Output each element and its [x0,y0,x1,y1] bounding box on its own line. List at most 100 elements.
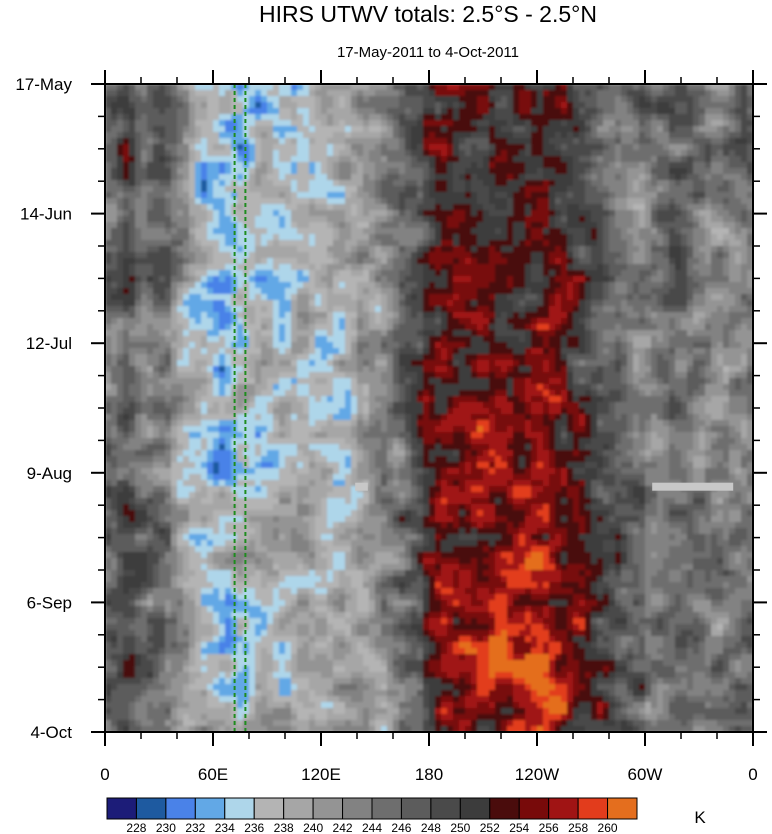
heatmap-cell [273,90,280,97]
heatmap-cell [183,336,190,343]
heatmap-cell [261,216,268,223]
heatmap-cell [705,192,712,199]
heatmap-cell [705,276,712,283]
heatmap-cell [453,306,460,313]
heatmap-cell [387,324,394,331]
heatmap-cell [429,132,436,139]
heatmap-cell [387,282,394,289]
heatmap-cell [555,330,562,337]
heatmap-cell [567,216,574,223]
heatmap-cell [435,102,442,109]
heatmap-cell [375,258,382,265]
heatmap-cell [495,270,502,277]
heatmap-cell [519,246,526,253]
heatmap-cell [339,108,346,115]
heatmap-cell [369,120,376,127]
heatmap-cell [471,306,478,313]
heatmap-cell [303,126,310,133]
heatmap-cell [735,168,742,175]
heatmap-cell [267,132,274,139]
heatmap-cell [687,84,694,91]
heatmap-cell [273,252,280,259]
heatmap-cell [105,150,112,157]
heatmap-cell [507,348,514,355]
heatmap-cell [333,276,340,283]
heatmap-cell [537,300,544,307]
heatmap-cell [411,354,418,361]
heatmap-cell [255,204,262,211]
heatmap-cell [681,90,688,97]
heatmap-cell [555,102,562,109]
heatmap-cell [387,132,394,139]
heatmap-cell [729,282,736,289]
heatmap-cell [477,102,484,109]
heatmap-cell [261,108,268,115]
heatmap-cell [465,354,472,361]
heatmap-cell [303,276,310,283]
heatmap-cell [417,114,424,121]
heatmap-cell [537,276,544,283]
heatmap-cell [195,210,202,217]
heatmap-cell [135,342,142,349]
heatmap-cell [159,216,166,223]
heatmap-cell [573,288,580,295]
heatmap-cell [303,192,310,199]
heatmap-cell [459,282,466,289]
heatmap-cell [573,114,580,121]
heatmap-cell [315,342,322,349]
heatmap-cell [405,198,412,205]
heatmap-cell [141,84,148,91]
heatmap-cell [555,270,562,277]
heatmap-cell [243,192,250,199]
heatmap-cell [615,174,622,181]
heatmap-cell [561,342,568,349]
heatmap-cell [723,186,730,193]
heatmap-cell [411,120,418,127]
heatmap-cell [549,324,556,331]
heatmap-cell [123,270,130,277]
heatmap-cell [417,282,424,289]
heatmap-cell [219,360,226,367]
heatmap-cell [207,288,214,295]
heatmap-cell [663,180,670,187]
heatmap-cell [555,174,562,181]
heatmap-cell [195,324,202,331]
heatmap-cell [705,240,712,247]
heatmap-cell [351,288,358,295]
heatmap-cell [195,360,202,367]
heatmap-cell [417,180,424,187]
heatmap-cell [165,336,172,343]
heatmap-cell [501,138,508,145]
heatmap-cell [711,150,718,157]
heatmap-cell [699,354,706,361]
heatmap-cell [117,204,124,211]
heatmap-cell [747,294,753,301]
heatmap-cell [249,210,256,217]
heatmap-cell [597,198,604,205]
heatmap-cell [423,222,430,229]
heatmap-cell [345,96,352,103]
heatmap-cell [603,156,610,163]
heatmap-cell [513,186,520,193]
heatmap-cell [105,276,112,283]
heatmap-cell [723,198,730,205]
heatmap-cell [117,174,124,181]
heatmap-cell [711,162,718,169]
heatmap-cell [147,276,154,283]
heatmap-cell [459,288,466,295]
heatmap-cell [333,348,340,355]
heatmap-cell [423,132,430,139]
heatmap-cell [603,240,610,247]
heatmap-cell [555,252,562,259]
heatmap-cell [579,96,586,103]
heatmap-cell [735,354,742,361]
heatmap-cell [249,264,256,271]
heatmap-cell [615,156,622,163]
heatmap-cell [171,102,178,109]
heatmap-cell [639,276,646,283]
heatmap-cell [447,330,454,337]
heatmap-cell [183,264,190,271]
heatmap-cell [633,330,640,337]
heatmap-cell [207,210,214,217]
heatmap-cell [153,354,160,361]
